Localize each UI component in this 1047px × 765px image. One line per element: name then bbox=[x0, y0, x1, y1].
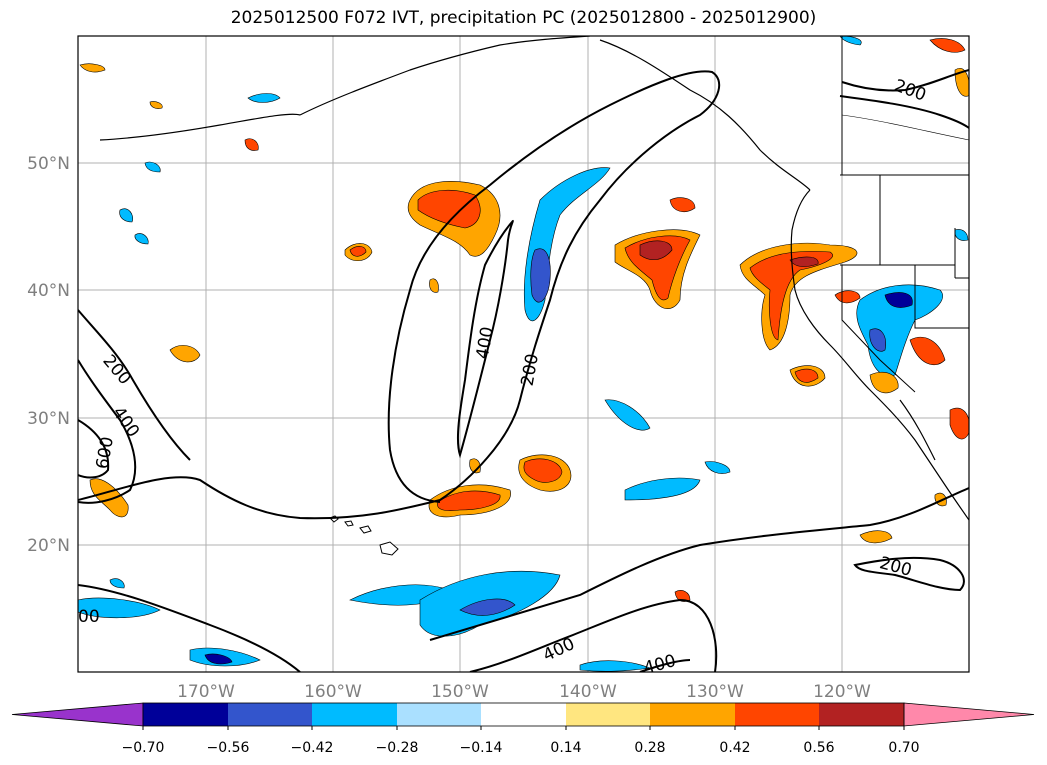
colorbar-tick-label: −0.14 bbox=[460, 740, 503, 756]
colorbar-tick-labels: −0.70 −0.56 −0.42 −0.28 −0.14 0.14 0.28 … bbox=[122, 740, 920, 756]
colorbar-extend-high bbox=[903, 702, 1035, 727]
lat-tick-20n: 20°N bbox=[27, 536, 70, 556]
lat-tick-labels: 50°N 40°N 30°N 20°N bbox=[27, 154, 70, 556]
ivt-contours bbox=[78, 69, 969, 672]
lon-tick-160w: 160°W bbox=[304, 682, 362, 702]
colorbar-tick-label: −0.28 bbox=[376, 740, 419, 756]
lon-tick-labels: 170°W 160°W 150°W 140°W 130°W 120°W bbox=[177, 682, 871, 702]
precip-negative-blobs bbox=[78, 36, 969, 672]
colorbar-tick-label: −0.42 bbox=[291, 740, 334, 756]
colorbar-extend-low bbox=[11, 702, 144, 727]
colorbar-segment bbox=[143, 703, 228, 726]
colorbar-frame bbox=[142, 702, 905, 727]
colorbar-segment bbox=[566, 703, 650, 726]
colorbar-tick-label: 0.14 bbox=[550, 740, 581, 756]
lon-tick-120w: 120°W bbox=[813, 682, 871, 702]
colorbar-segment bbox=[481, 703, 566, 726]
precip-positive-blobs bbox=[79, 38, 969, 602]
contour-label-400-southeast: 400 bbox=[642, 651, 679, 679]
coastlines bbox=[99, 36, 969, 521]
colorbar-tick-label: 0.70 bbox=[888, 740, 919, 756]
map-frame bbox=[77, 35, 970, 673]
colorbar-tick-label: −0.56 bbox=[207, 740, 250, 756]
contour-label-edge: 00 bbox=[78, 607, 100, 627]
lat-tick-40n: 40°N bbox=[27, 281, 70, 301]
map-background bbox=[78, 36, 969, 672]
colorbar-segment bbox=[312, 703, 397, 726]
colorbar-segment bbox=[397, 703, 481, 726]
colorbar-segment bbox=[650, 703, 735, 726]
lon-tick-140w: 140°W bbox=[559, 682, 617, 702]
lon-tick-150w: 150°W bbox=[431, 682, 489, 702]
colorbar-segment bbox=[228, 703, 312, 726]
lat-tick-30n: 30°N bbox=[27, 409, 70, 429]
map-title: 2025012500 F072 IVT, precipitation PC (2… bbox=[230, 8, 817, 28]
colorbar bbox=[11, 702, 1035, 730]
lon-tick-130w: 130°W bbox=[686, 682, 744, 702]
colorbar-segment bbox=[819, 703, 904, 726]
colorbar-tick-label: 0.42 bbox=[719, 740, 750, 756]
colorbar-tick-label: −0.70 bbox=[122, 740, 165, 756]
colorbar-tick-label: 0.56 bbox=[803, 740, 834, 756]
lon-tick-170w: 170°W bbox=[177, 682, 235, 702]
state-borders bbox=[840, 36, 969, 393]
colorbar-tick-label: 0.28 bbox=[634, 740, 665, 756]
gridlines bbox=[78, 36, 969, 672]
colorbar-segment bbox=[735, 703, 819, 726]
lat-tick-50n: 50°N bbox=[27, 154, 70, 174]
